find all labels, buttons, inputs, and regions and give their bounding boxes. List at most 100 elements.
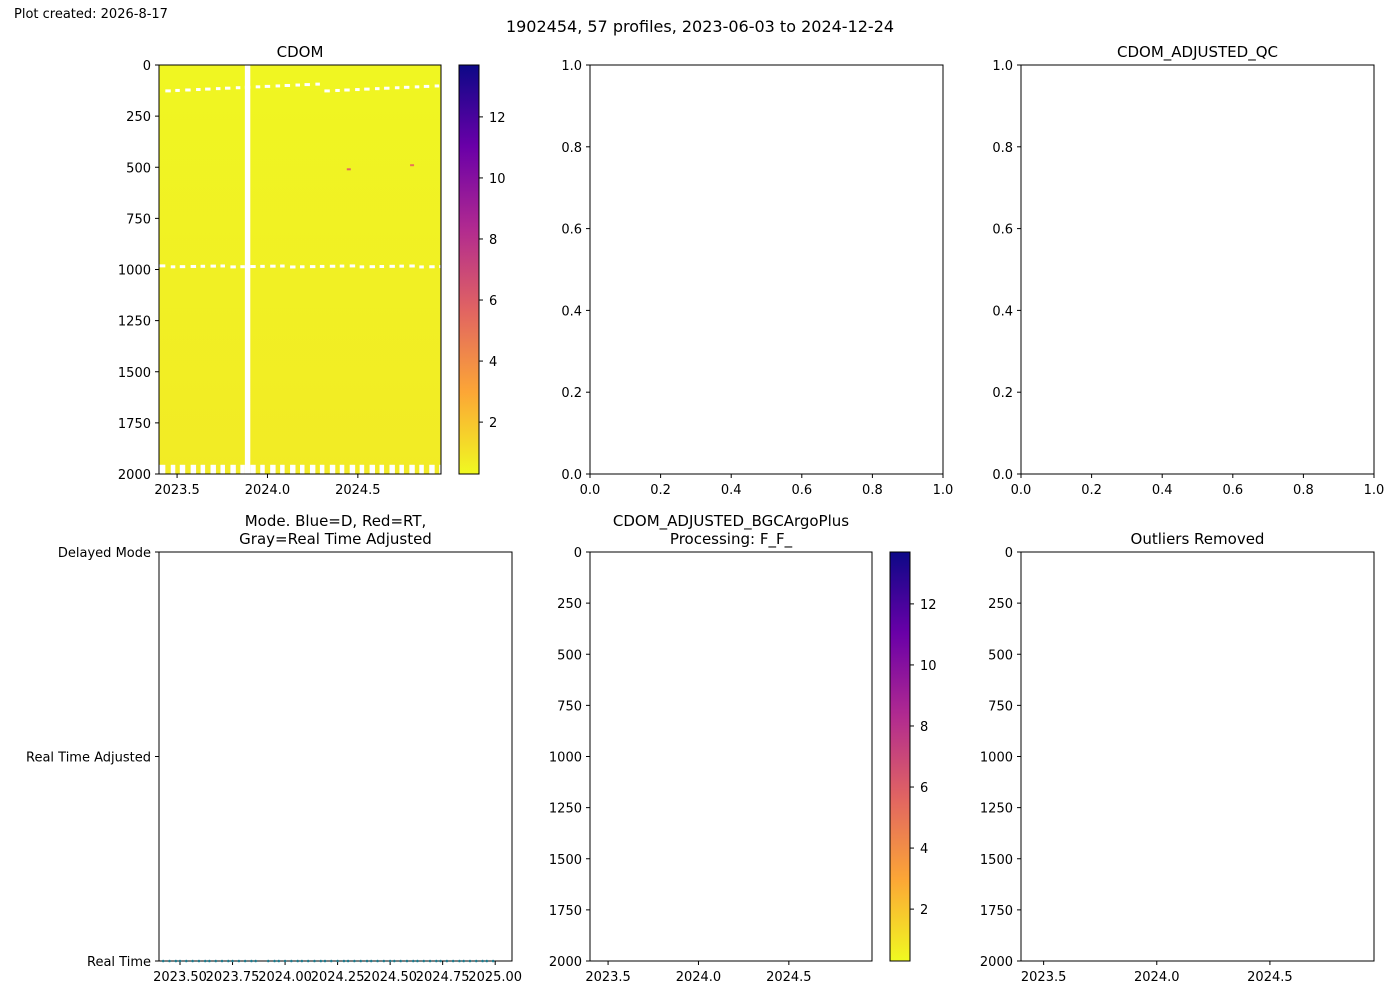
panel-title-cdom-bgc-line2: Processing: F_F_ xyxy=(670,530,793,549)
heatmap-cell-cdom xyxy=(355,65,361,474)
heatmap-cell-cdom xyxy=(230,65,237,474)
missing-segment-cdom xyxy=(179,464,186,474)
y-tick-label-cdom: 1000 xyxy=(118,264,151,279)
y-tick-label-mode: Delayed Mode xyxy=(58,546,151,561)
mode-point xyxy=(451,959,455,963)
heatmap-cell-cdom xyxy=(419,65,425,474)
axes-frame-cdom-bgc xyxy=(589,551,873,962)
heatmap-cell-cdom xyxy=(394,65,400,474)
missing-segment-cdom xyxy=(295,83,300,87)
heatmap-cell-cdom xyxy=(339,65,345,474)
mode-point xyxy=(439,959,442,963)
mode-point xyxy=(346,959,350,963)
x-tick-label-mode: 2024.25 xyxy=(311,970,365,985)
missing-segment-cdom xyxy=(369,464,376,474)
mode-point xyxy=(266,959,270,963)
heatmap-cell-cdom xyxy=(159,65,166,474)
missing-segment-cdom xyxy=(175,88,180,92)
x-tick-label-cdom-adjusted-qc-empty: 0.4 xyxy=(721,483,742,498)
missing-segment-cdom xyxy=(324,89,330,93)
missing-segment-cdom xyxy=(220,264,225,268)
missing-segment-cdom xyxy=(280,264,285,268)
heatmap-cell-cdom xyxy=(349,65,356,474)
mode-point xyxy=(306,959,310,963)
axes-frame-cdom-adjusted-qc xyxy=(1020,64,1375,475)
x-tick-label-cdom-adjusted-qc: 0.2 xyxy=(1081,483,1102,498)
x-tick-label-cdom-adjusted-qc: 0.6 xyxy=(1222,483,1243,498)
heatmap-cell-cdom xyxy=(275,65,281,474)
heatmap-cell-cdom xyxy=(379,65,385,474)
x-tick-label-cdom-adjusted-qc: 0.4 xyxy=(1152,483,1173,498)
y-tick-label-cdom: 750 xyxy=(126,212,151,227)
x-tick-label-cdom: 2024.5 xyxy=(335,483,381,498)
panel-title-cdom: CDOM xyxy=(277,43,324,61)
heatmap-cell-cdom xyxy=(200,65,206,474)
heatmap-cell-cdom xyxy=(369,65,376,474)
mode-point xyxy=(296,959,299,963)
missing-segment-cdom xyxy=(384,86,390,90)
missing-segment-cdom xyxy=(280,464,285,474)
missing-segment-cdom xyxy=(429,464,435,474)
x-tick-label-outliers: 2023.5 xyxy=(1021,970,1067,985)
axes-frame-outliers xyxy=(1020,551,1375,962)
mode-point xyxy=(359,959,363,963)
missing-segment-cdom xyxy=(165,89,171,93)
missing-segment-cdom xyxy=(329,264,336,268)
heatmap-cell-cdom xyxy=(215,65,221,474)
missing-segment-cdom xyxy=(409,264,415,268)
missing-segment-cdom xyxy=(205,87,211,91)
colorbar-tick-label-cdom-bgc: 6 xyxy=(920,781,928,796)
missing-segment-cdom xyxy=(335,88,340,92)
missing-segment-cdom xyxy=(315,82,320,86)
missing-segment-cdom xyxy=(270,464,276,474)
heatmap-cell-cdom xyxy=(389,65,396,474)
missing-segment-cdom xyxy=(389,264,395,268)
x-tick-label-cdom-adjusted-qc-empty: 1.0 xyxy=(933,483,954,498)
missing-segment-cdom xyxy=(190,464,197,474)
x-tick-label-cdom-bgc: 2024.5 xyxy=(766,970,812,985)
missing-segment-cdom xyxy=(224,86,231,90)
mode-point xyxy=(458,959,461,963)
missing-segment-cdom xyxy=(319,264,325,268)
mode-point xyxy=(468,959,472,963)
missing-segment-cdom xyxy=(379,464,385,474)
missing-segment-cdom xyxy=(200,264,206,268)
y-tick-label-cdom: 1750 xyxy=(118,417,151,432)
heatmap-cell-cdom xyxy=(399,65,405,474)
y-tick-label-cdom-adjusted-qc-empty: 0.6 xyxy=(561,223,582,238)
mode-point xyxy=(462,959,465,963)
missing-segment-cdom xyxy=(290,464,296,474)
heatmap-cell-cdom xyxy=(429,65,436,474)
missing-segment-cdom xyxy=(409,464,415,474)
x-tick-label-cdom-adjusted-qc-empty: 0.6 xyxy=(791,483,812,498)
y-tick-label-cdom-bgc: 250 xyxy=(557,597,582,612)
y-tick-label-cdom-adjusted-qc: 0.8 xyxy=(992,141,1013,156)
missing-segment-cdom xyxy=(230,265,236,269)
colorbar-tick-label-cdom: 12 xyxy=(489,111,506,126)
heatmap-cell-cdom xyxy=(344,65,351,474)
mode-point xyxy=(369,959,373,963)
heatmap-cell-cdom xyxy=(220,65,226,474)
missing-segment-cdom xyxy=(379,265,385,269)
missing-segment-cdom xyxy=(196,88,201,92)
missing-segment-cdom xyxy=(359,265,365,269)
heatmap-cell-cdom xyxy=(409,65,416,474)
panel-title-mode-line2: Gray=Real Time Adjusted xyxy=(239,530,432,548)
missing-segment-cdom xyxy=(300,464,305,474)
missing-segment-cdom xyxy=(270,264,276,268)
axes-frame-mode xyxy=(158,551,513,962)
mode-point xyxy=(405,959,409,963)
heatmap-cell-cdom xyxy=(190,65,197,474)
colorbar-cdom xyxy=(458,64,480,475)
missing-segment-cdom xyxy=(170,265,176,269)
y-tick-label-outliers: 1500 xyxy=(980,853,1013,868)
heatmap-cell-cdom xyxy=(295,65,301,474)
heatmap-cell-cdom xyxy=(359,65,365,474)
mode-point xyxy=(203,959,207,963)
colorbar-tick-label-cdom-bgc: 8 xyxy=(920,720,928,735)
heatmap-cell-cdom xyxy=(364,65,371,474)
y-tick-label-mode: Real Time xyxy=(87,955,151,970)
missing-segment-cdom xyxy=(375,87,380,91)
heatmap-cell-cdom xyxy=(264,65,271,474)
